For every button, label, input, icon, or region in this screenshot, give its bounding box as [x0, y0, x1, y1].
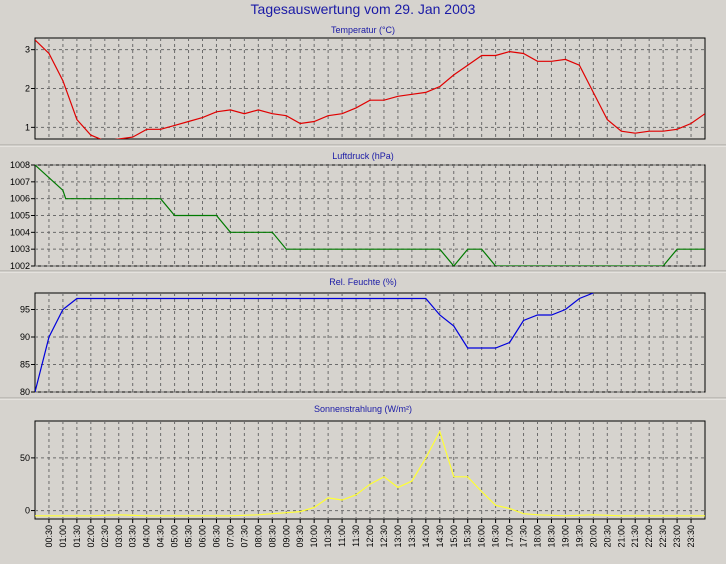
- x-tick-label: 09:30: [295, 525, 305, 548]
- y-tick-label: 1005: [10, 211, 30, 221]
- x-tick-label: 04:00: [142, 525, 152, 548]
- x-tick-label: 17:30: [519, 525, 529, 548]
- x-tick-label: 03:00: [114, 525, 124, 548]
- x-tick-label: 23:00: [672, 525, 682, 548]
- x-tick-label: 16:30: [491, 525, 501, 548]
- x-tick-label: 21:30: [630, 525, 640, 548]
- x-tick-label: 02:30: [100, 525, 110, 548]
- x-tick-label: 12:30: [379, 525, 389, 548]
- y-tick-label: 1: [25, 122, 30, 132]
- x-tick-label: 11:30: [351, 525, 361, 547]
- y-tick-label: 85: [20, 360, 30, 370]
- x-tick-label: 10:00: [309, 525, 319, 548]
- x-tick-label: 07:30: [239, 525, 249, 548]
- y-tick-label: 1002: [10, 261, 30, 271]
- y-tick-label: 3: [25, 45, 30, 55]
- series-line: [35, 293, 594, 392]
- x-tick-label: 14:00: [421, 525, 431, 548]
- x-tick-label: 22:00: [644, 525, 654, 548]
- y-tick-label: 1007: [10, 177, 30, 187]
- y-tick-label: 1004: [10, 227, 30, 237]
- x-tick-label: 10:30: [323, 525, 333, 548]
- x-tick-label: 20:30: [602, 525, 612, 548]
- chart-title: Sonnenstrahlung (W/m²): [314, 404, 412, 414]
- x-tick-label: 11:00: [337, 525, 347, 547]
- series-line: [35, 39, 705, 139]
- y-tick-label: 1003: [10, 244, 30, 254]
- chart-title: Temperatur (°C): [331, 25, 395, 35]
- x-tick-label: 08:30: [267, 525, 277, 548]
- x-tick-label: 00:30: [44, 525, 54, 548]
- chart-title: Luftdruck (hPa): [332, 151, 394, 161]
- y-tick-label: 0: [25, 506, 30, 516]
- x-tick-label: 22:30: [658, 525, 668, 548]
- x-tick-label: 01:00: [58, 525, 68, 548]
- x-tick-label: 18:30: [546, 525, 556, 548]
- x-tick-label: 16:00: [477, 525, 487, 548]
- x-tick-label: 15:30: [463, 525, 473, 548]
- chart-panel-3: Rel. Feuchte (%) 80 85 90 95: [20, 277, 706, 397]
- x-tick-label: 05:00: [170, 525, 180, 548]
- chart-panel-1: Temperatur (°C) 1 2 3: [25, 25, 706, 140]
- x-tick-label: 03:30: [128, 525, 138, 548]
- x-tick-label: 17:00: [505, 525, 515, 548]
- series-line: [35, 429, 705, 517]
- x-tick-label: 23:30: [686, 525, 696, 548]
- x-tick-label: 06:00: [198, 525, 208, 548]
- y-tick-label: 90: [20, 332, 30, 342]
- x-tick-label: 19:00: [560, 525, 570, 548]
- series-line: [35, 165, 705, 266]
- y-tick-label: 95: [20, 305, 30, 315]
- chart-title: Rel. Feuchte (%): [329, 277, 397, 287]
- x-tick-label: 05:30: [184, 525, 194, 548]
- page-title: Tagesauswertung vom 29. Jan 2003: [250, 1, 476, 17]
- x-tick-label: 19:30: [574, 525, 584, 548]
- x-tick-label: 08:00: [253, 525, 263, 548]
- x-tick-label: 18:00: [533, 525, 543, 548]
- x-tick-label: 07:00: [225, 525, 235, 548]
- x-tick-label: 14:30: [435, 525, 445, 548]
- y-tick-label: 1008: [10, 160, 30, 170]
- x-tick-label: 02:00: [86, 525, 96, 548]
- y-tick-label: 50: [20, 453, 30, 463]
- y-tick-label: 80: [20, 387, 30, 397]
- x-tick-label: 21:00: [616, 525, 626, 548]
- x-tick-label: 15:00: [449, 525, 459, 548]
- x-tick-label: 13:30: [407, 525, 417, 548]
- y-tick-label: 2: [25, 84, 30, 94]
- x-tick-label: 06:30: [211, 525, 221, 548]
- chart-panel-2: Luftdruck (hPa) 1002 1003 1004 1005 1006 1007 1…: [10, 151, 706, 271]
- x-tick-label: 20:00: [588, 525, 598, 548]
- x-tick-label: 12:00: [365, 525, 375, 548]
- x-tick-label: 04:30: [156, 525, 166, 548]
- x-tick-label: 13:00: [393, 525, 403, 548]
- x-tick-label: 01:30: [72, 525, 82, 548]
- x-tick-label: 09:00: [281, 525, 291, 548]
- y-tick-label: 1006: [10, 194, 30, 204]
- chart-panel-4: Sonnenstrahlung (W/m²) 0 50: [20, 404, 706, 520]
